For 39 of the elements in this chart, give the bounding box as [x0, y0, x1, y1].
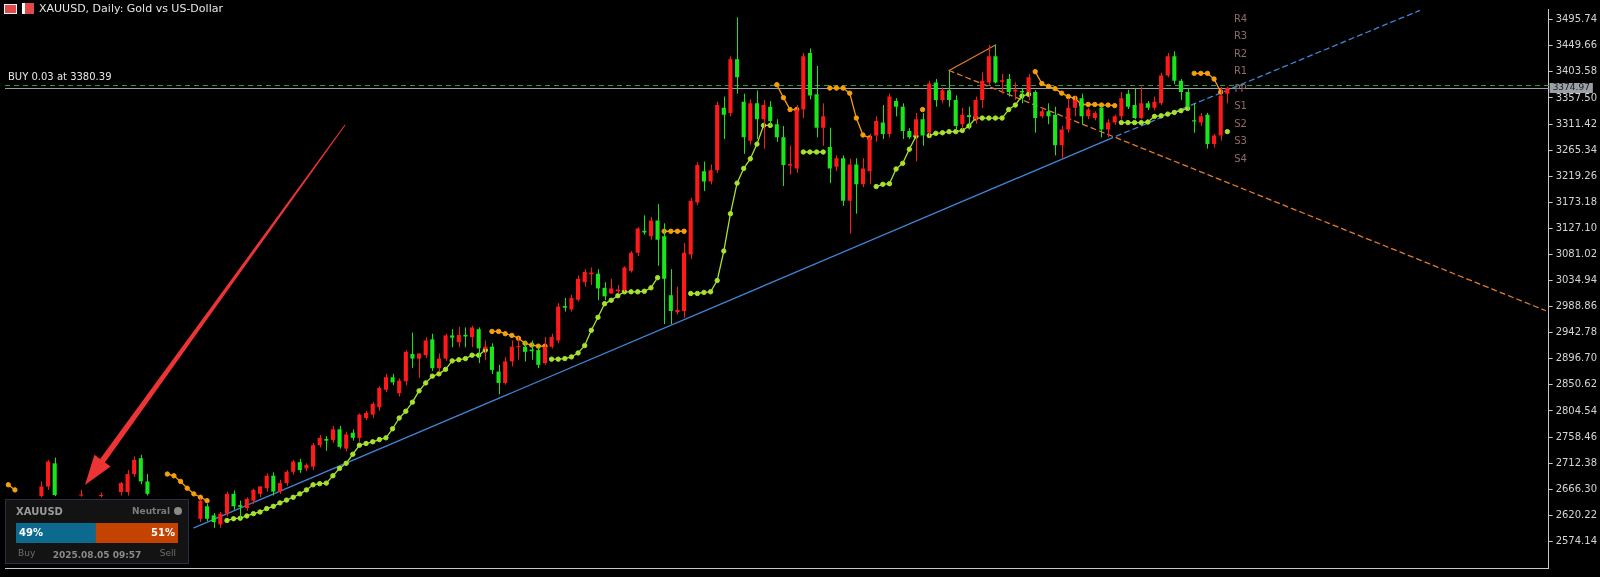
- annotation: R1: [1233, 65, 1248, 77]
- y-tick-label: 2712.38: [1555, 456, 1598, 468]
- y-tick-label: 3127.10: [1555, 221, 1598, 233]
- y-tick-label: 3449.66: [1555, 39, 1598, 51]
- y-tick-label: 2942.78: [1555, 326, 1598, 338]
- y-tick-label: 3034.94: [1555, 274, 1598, 286]
- y-tick-label: 2758.46: [1555, 430, 1598, 442]
- data-label: 51%: [151, 526, 175, 538]
- chart-title: XAUUSD, Daily: Gold vs US-Dollar: [39, 2, 223, 15]
- y-tick-label: 3495.74: [1555, 13, 1598, 25]
- annotation: Neutral: [132, 506, 170, 516]
- ref-line-label: BUY 0.03 at 3380.39: [8, 70, 112, 82]
- y-tick-label: 2850.62: [1555, 378, 1598, 390]
- annotation: R2: [1233, 47, 1248, 59]
- y-tick-label: 2666.30: [1555, 482, 1598, 494]
- annotation: R3: [1233, 30, 1248, 42]
- series-label: Buy: [18, 548, 36, 558]
- ref-line-label: 3374.97: [1552, 82, 1590, 93]
- series-label: Sell: [159, 548, 176, 558]
- y-tick-label: 3219.26: [1555, 169, 1598, 181]
- y-tick-label: 3081.02: [1555, 248, 1598, 260]
- data-label: 49%: [19, 526, 43, 538]
- annotation: S2: [1234, 117, 1247, 129]
- annotation: S1: [1234, 100, 1247, 112]
- chart-title: XAUUSD: [16, 506, 63, 517]
- y-tick-label: 3173.18: [1555, 195, 1598, 207]
- annotation: 2025.08.05 09:57: [52, 550, 142, 560]
- y-tick-label: 3265.34: [1555, 143, 1598, 155]
- y-tick-label: 3403.58: [1555, 65, 1598, 77]
- annotation: S4: [1234, 152, 1247, 164]
- y-tick-label: 3311.42: [1555, 117, 1598, 129]
- y-tick-label: 2620.22: [1555, 508, 1598, 520]
- y-tick-label: 3357.50: [1555, 91, 1598, 103]
- y-tick-label: 2574.14: [1555, 534, 1598, 546]
- annotation: R4: [1233, 12, 1248, 24]
- annotation: S3: [1234, 135, 1247, 147]
- y-tick-label: 2988.86: [1555, 300, 1598, 312]
- y-tick-label: 2804.54: [1555, 404, 1598, 416]
- y-tick-label: 2896.70: [1555, 352, 1598, 364]
